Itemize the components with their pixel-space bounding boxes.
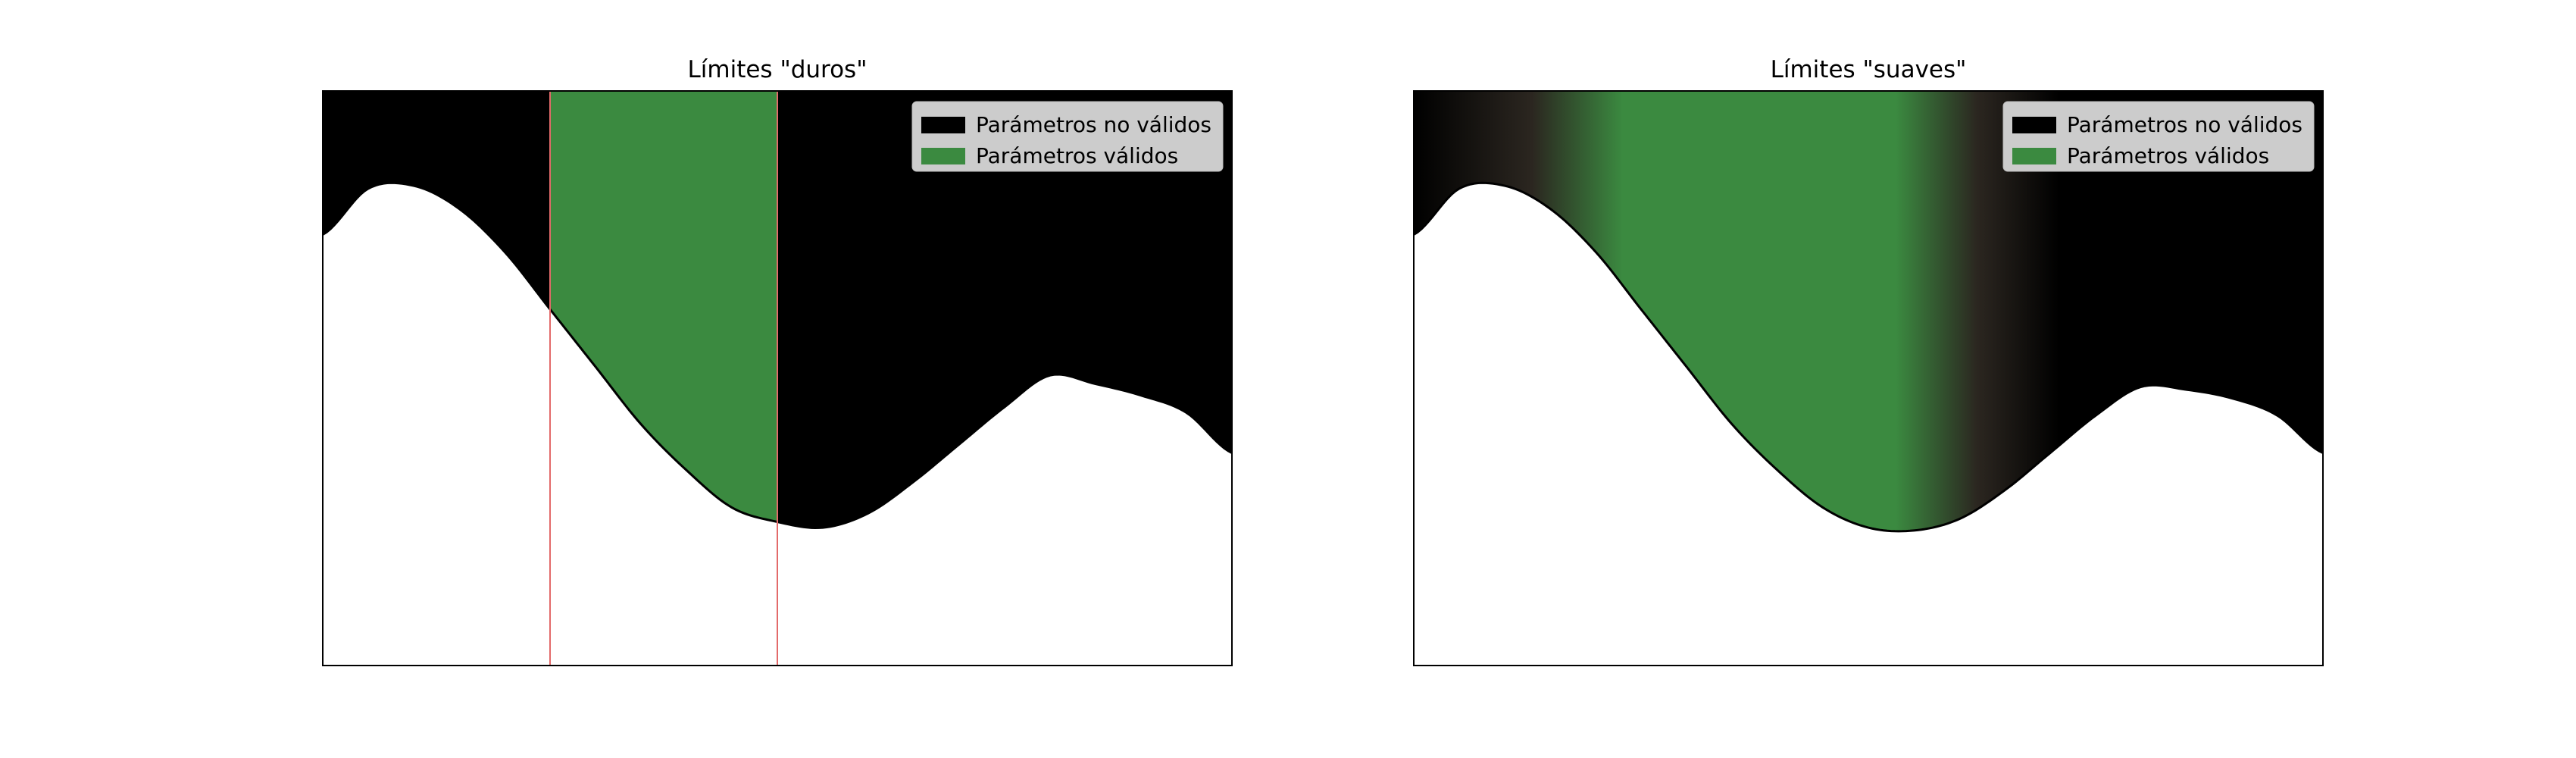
legend-label: Parámetros válidos [976, 143, 1178, 168]
chart-panel-1: Límites "duros"Parámetros no válidosPará… [322, 56, 1233, 666]
chart-title: Límites "suaves" [1771, 56, 1967, 83]
legend-swatch [921, 148, 965, 164]
axes-frame [322, 90, 1233, 666]
axes-frame [1413, 90, 2324, 666]
legend-swatch [2012, 117, 2056, 133]
chart-panel-2: Límites "suaves"Parámetros no válidosPar… [1413, 56, 2324, 666]
legend: Parámetros no válidos Parámetros válidos [911, 101, 1224, 172]
legend-box [2002, 101, 2315, 172]
valid-region [550, 91, 777, 522]
legend-label: Parámetros no válidos [2067, 112, 2302, 137]
soft-valid-region [1414, 91, 2323, 531]
legend-box [911, 101, 1224, 172]
boundary-curve [1414, 181, 2323, 533]
legend-label: Parámetros no válidos [976, 112, 1211, 137]
legend: Parámetros no válidos Parámetros válidos [2002, 101, 2315, 172]
chart-title: Límites "duros" [688, 56, 868, 83]
plot-area-1 [323, 91, 1232, 666]
legend-swatch [2012, 148, 2056, 164]
legend-label: Parámetros válidos [2067, 143, 2269, 168]
legend-swatch [921, 117, 965, 133]
plot-area-2 [1414, 91, 2323, 666]
